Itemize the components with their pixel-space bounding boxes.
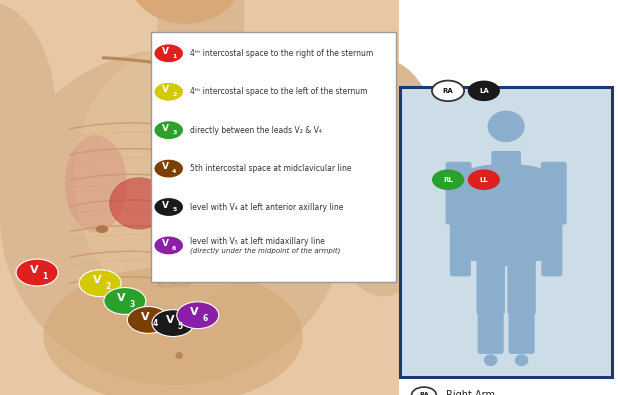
Circle shape (154, 236, 184, 255)
Text: V: V (162, 201, 169, 209)
Text: 1: 1 (42, 272, 47, 280)
FancyBboxPatch shape (450, 217, 471, 276)
Circle shape (152, 310, 194, 337)
Text: 4: 4 (172, 169, 177, 174)
Ellipse shape (321, 59, 445, 296)
Text: 2: 2 (172, 92, 177, 97)
Text: LL: LL (480, 177, 488, 183)
Circle shape (154, 159, 184, 178)
FancyBboxPatch shape (0, 0, 399, 395)
Text: V: V (162, 162, 169, 171)
Text: 4ᵗʰ intercostal space to the left of the sternum: 4ᵗʰ intercostal space to the left of the… (190, 87, 367, 96)
Circle shape (154, 82, 184, 101)
Circle shape (104, 288, 146, 314)
Circle shape (468, 81, 500, 101)
FancyBboxPatch shape (446, 162, 472, 224)
Text: V: V (190, 307, 199, 318)
Text: V: V (162, 85, 169, 94)
Ellipse shape (0, 2, 56, 219)
Text: V: V (141, 312, 150, 322)
Circle shape (468, 169, 500, 190)
FancyBboxPatch shape (491, 151, 521, 175)
Text: 5: 5 (172, 207, 177, 212)
Ellipse shape (466, 164, 546, 182)
Ellipse shape (43, 267, 303, 395)
Text: 6: 6 (203, 314, 208, 323)
Circle shape (127, 307, 169, 333)
Text: 3: 3 (130, 300, 135, 309)
Text: level with V₅ at left midaxillary line: level with V₅ at left midaxillary line (190, 237, 324, 246)
Circle shape (412, 387, 436, 395)
Ellipse shape (0, 49, 346, 385)
Ellipse shape (110, 178, 168, 229)
Text: V: V (162, 47, 169, 56)
Text: V: V (162, 239, 169, 248)
Circle shape (96, 225, 108, 233)
Ellipse shape (65, 135, 127, 232)
Text: V: V (166, 315, 174, 325)
Text: 6: 6 (172, 246, 177, 251)
Text: 4ᵗʰ intercostal space to the right of the sternum: 4ᵗʰ intercostal space to the right of th… (190, 49, 373, 58)
Ellipse shape (515, 354, 528, 366)
Circle shape (79, 270, 121, 297)
Ellipse shape (477, 242, 536, 266)
Ellipse shape (488, 111, 525, 142)
Text: 2: 2 (105, 282, 110, 291)
Text: V: V (30, 265, 38, 275)
Text: Right Arm: Right Arm (446, 390, 494, 395)
Circle shape (432, 169, 464, 190)
FancyBboxPatch shape (158, 0, 244, 103)
Text: RA: RA (419, 393, 429, 395)
Text: 5th intercostal space at midclavicular line: 5th intercostal space at midclavicular l… (190, 164, 351, 173)
Text: LA: LA (479, 88, 489, 94)
Ellipse shape (74, 49, 272, 306)
Ellipse shape (176, 352, 183, 359)
Circle shape (154, 121, 184, 140)
FancyBboxPatch shape (468, 172, 544, 261)
Ellipse shape (130, 0, 241, 24)
FancyBboxPatch shape (159, 76, 190, 288)
FancyBboxPatch shape (400, 87, 612, 377)
Text: RL: RL (443, 177, 453, 183)
Text: (directly under the midpoint of the armpit): (directly under the midpoint of the armp… (190, 248, 340, 254)
Text: 4: 4 (153, 319, 158, 328)
Text: V: V (162, 124, 169, 133)
FancyBboxPatch shape (541, 217, 562, 276)
Text: V: V (117, 293, 126, 303)
Circle shape (154, 198, 184, 216)
Circle shape (16, 259, 58, 286)
FancyBboxPatch shape (151, 32, 396, 282)
FancyBboxPatch shape (509, 297, 535, 354)
Text: 1: 1 (172, 54, 177, 58)
Circle shape (177, 302, 219, 329)
Text: 3: 3 (172, 130, 177, 135)
Ellipse shape (184, 131, 255, 236)
Text: 5: 5 (178, 322, 183, 331)
FancyBboxPatch shape (478, 297, 504, 354)
Circle shape (432, 81, 464, 101)
Text: directly between the leads V₂ & V₄: directly between the leads V₂ & V₄ (190, 126, 321, 135)
Text: RA: RA (442, 88, 454, 94)
FancyBboxPatch shape (541, 162, 567, 224)
Ellipse shape (484, 354, 497, 366)
FancyBboxPatch shape (476, 255, 505, 314)
Text: level with V₄ at left anterior axillary line: level with V₄ at left anterior axillary … (190, 203, 343, 211)
Text: V: V (93, 275, 101, 286)
FancyBboxPatch shape (507, 255, 536, 314)
Circle shape (154, 44, 184, 63)
